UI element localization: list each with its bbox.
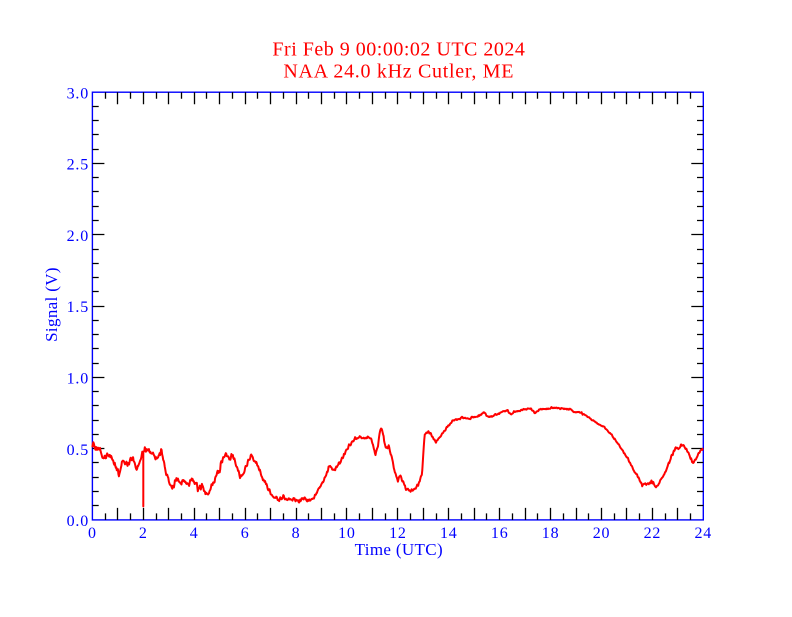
- svg-text:0.5: 0.5: [67, 442, 89, 459]
- svg-text:8: 8: [292, 525, 301, 542]
- svg-text:3.0: 3.0: [67, 85, 89, 102]
- svg-text:0: 0: [88, 525, 97, 542]
- svg-text:10: 10: [338, 525, 356, 542]
- svg-text:2: 2: [139, 525, 148, 542]
- svg-text:Time (UTC): Time (UTC): [355, 540, 443, 559]
- svg-text:12: 12: [389, 525, 407, 542]
- svg-text:4: 4: [190, 525, 199, 542]
- svg-text:Signal (V): Signal (V): [42, 267, 61, 342]
- svg-text:2.5: 2.5: [67, 157, 89, 174]
- svg-text:20: 20: [593, 525, 611, 542]
- svg-text:18: 18: [542, 525, 560, 542]
- svg-text:6: 6: [241, 525, 250, 542]
- svg-text:Fri Feb 9 00:00:02 UTC 2024: Fri Feb 9 00:00:02 UTC 2024: [272, 38, 525, 60]
- svg-text:2.0: 2.0: [67, 228, 89, 245]
- svg-text:16: 16: [491, 525, 509, 542]
- svg-text:0.0: 0.0: [67, 513, 89, 530]
- svg-text:24: 24: [694, 525, 712, 542]
- svg-text:1.5: 1.5: [67, 299, 89, 316]
- svg-text:NAA 24.0 kHz Cutler, ME: NAA 24.0 kHz Cutler, ME: [283, 61, 514, 83]
- svg-text:1.0: 1.0: [67, 371, 89, 388]
- svg-text:22: 22: [644, 525, 662, 542]
- svg-text:14: 14: [440, 525, 458, 542]
